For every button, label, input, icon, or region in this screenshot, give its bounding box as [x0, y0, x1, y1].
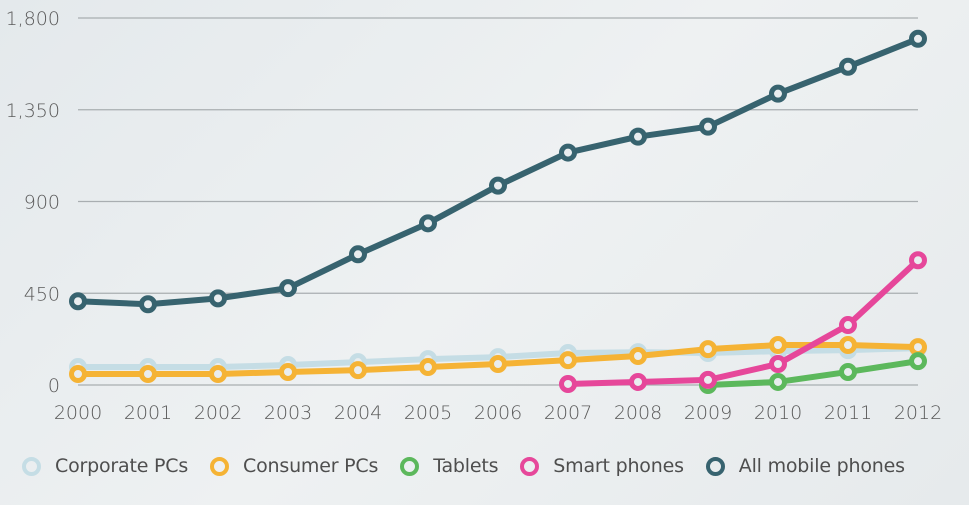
data-point[interactable] [769, 84, 787, 103]
x-tick-label: 2008 [614, 402, 662, 424]
x-tick-label: 2006 [474, 402, 522, 424]
x-tick-label: 2000 [54, 402, 102, 424]
y-tick-label: 0 [48, 375, 60, 397]
legend-label: All mobile phones [738, 455, 905, 477]
legend-item-tablets[interactable]: Tablets [400, 455, 498, 477]
x-tick-label: 2011 [824, 402, 872, 424]
data-point[interactable] [839, 57, 857, 76]
data-point[interactable] [629, 347, 647, 366]
data-point[interactable] [909, 352, 927, 371]
x-tick-label: 2012 [894, 402, 942, 424]
gridlines [78, 17, 918, 386]
data-point[interactable] [559, 374, 577, 393]
data-point[interactable] [699, 117, 717, 136]
circle-marker-icon [705, 456, 725, 476]
data-point[interactable] [909, 338, 927, 357]
y-tick-label: 1,800 [6, 8, 60, 30]
x-tick-label: 2007 [544, 402, 592, 424]
data-point[interactable] [909, 29, 927, 48]
data-point[interactable] [349, 361, 367, 380]
data-point[interactable] [279, 362, 297, 381]
legend-label: Corporate PCs [55, 455, 189, 477]
data-point[interactable] [769, 372, 787, 391]
x-tick-label: 2002 [194, 402, 242, 424]
data-point[interactable] [699, 370, 717, 389]
legend-label: Smart phones [553, 455, 684, 477]
series-smart-phones [559, 251, 927, 393]
series-all-mobile-phones [69, 29, 927, 314]
data-point[interactable] [769, 336, 787, 355]
x-axis-ticks: 2000 2001 2002 2003 2004 2005 2006 2007 2008 2009… [54, 402, 942, 424]
legend-label: Tablets [433, 455, 499, 477]
data-point[interactable] [629, 127, 647, 146]
data-point[interactable] [909, 251, 927, 270]
data-point[interactable] [489, 354, 507, 373]
legend-item-consumer-pcs[interactable]: Consumer PCs [210, 455, 378, 477]
y-tick-label: 1,350 [6, 100, 60, 122]
data-point[interactable] [489, 176, 507, 195]
circle-marker-icon [210, 456, 230, 476]
data-point[interactable] [69, 292, 87, 311]
data-point[interactable] [139, 364, 157, 383]
circle-marker-icon [22, 456, 41, 476]
data-point[interactable] [139, 295, 157, 314]
x-tick-label: 2004 [334, 402, 382, 424]
data-point[interactable] [69, 364, 87, 383]
series-line-all-mobile-phones [75, 35, 921, 308]
data-point[interactable] [839, 336, 857, 355]
y-axis-ticks: 0 450 900 1,350 1,800 [6, 8, 60, 397]
legend-item-smart-phones[interactable]: Smart phones [520, 455, 684, 477]
circle-marker-icon [400, 456, 420, 476]
x-tick-label: 2001 [124, 402, 172, 424]
y-tick-label: 900 [24, 192, 60, 214]
data-point[interactable] [419, 358, 437, 377]
data-point[interactable] [839, 316, 857, 335]
series-lines [69, 29, 927, 394]
data-point[interactable] [419, 214, 437, 233]
x-tick-label: 2010 [754, 402, 802, 424]
data-point[interactable] [349, 245, 367, 264]
legend: Corporate PCs Consumer PCs Tablets Smart… [22, 451, 905, 481]
legend-label: Consumer PCs [243, 455, 379, 477]
series-line-tablets [705, 358, 921, 388]
data-point[interactable] [279, 279, 297, 298]
series-consumer-pcs [69, 336, 927, 383]
data-point[interactable] [699, 340, 717, 359]
data-point[interactable] [559, 143, 577, 162]
data-point[interactable] [209, 289, 227, 308]
legend-item-all-mobile-phones[interactable]: All mobile phones [705, 455, 905, 477]
circle-marker-icon [520, 456, 540, 476]
x-tick-label: 2009 [684, 402, 732, 424]
y-tick-label: 450 [24, 283, 60, 305]
data-point[interactable] [209, 364, 227, 383]
data-point[interactable] [629, 372, 647, 391]
data-point[interactable] [769, 354, 787, 373]
legend-item-corporate-pcs[interactable]: Corporate PCs [22, 455, 188, 477]
data-point[interactable] [559, 351, 577, 370]
x-tick-label: 2005 [404, 402, 452, 424]
x-tick-label: 2003 [264, 402, 312, 424]
series-line-smart-phones [565, 257, 921, 387]
data-point[interactable] [839, 362, 857, 381]
